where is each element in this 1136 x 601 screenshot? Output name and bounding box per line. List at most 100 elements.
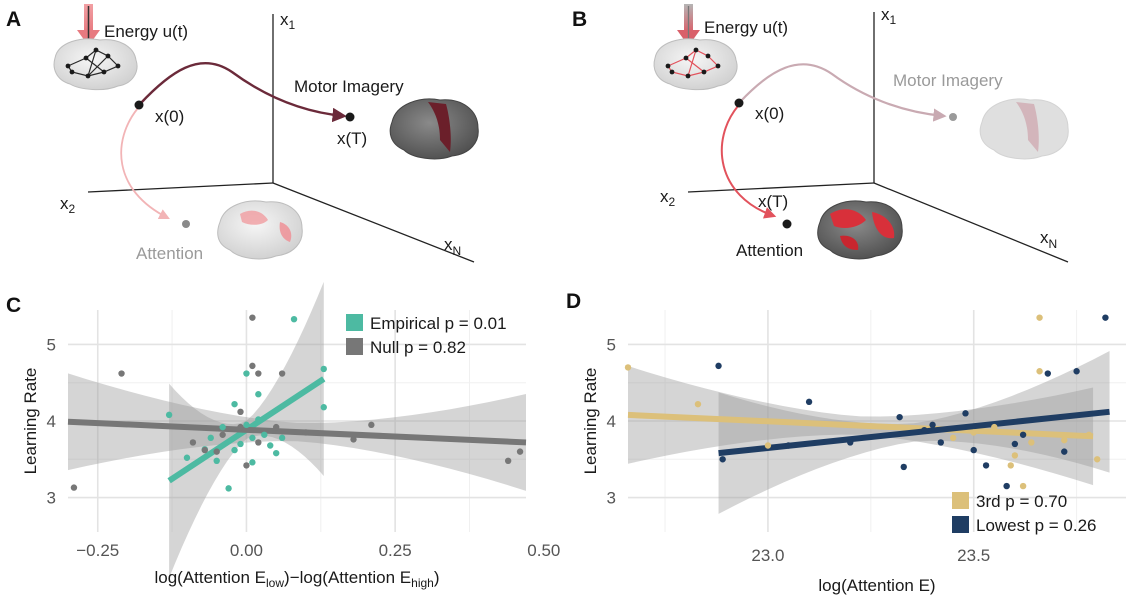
data-point [847,439,854,446]
motor-brain-icon-b [979,98,1069,160]
data-point [237,440,244,448]
gridlines [68,310,526,532]
x-tick-label: 0.50 [527,541,560,560]
data-point [1102,314,1109,321]
motor-imagery-label-b: Motor Imagery [893,71,1003,90]
data-point [320,365,327,373]
data-point [1036,368,1043,375]
legend-label: Null p = 0.82 [370,338,466,357]
y-tick-label: 5 [607,335,616,354]
y-tick-label: 5 [47,335,56,354]
data-point [1011,452,1019,459]
chart-d: 3 4 5 23.0 23.5 Learning Rate log(Attention E)… [581,310,1126,595]
panel-c: C 3 4 5 −0.25 0.00 0.25 0.50 Learning Rate log(A… [6,281,560,590]
data-point [189,439,197,446]
x-tick-label: 0.00 [230,541,263,560]
data-point [719,456,726,463]
data-point [1093,456,1101,463]
target-state-point [345,112,355,122]
attention-label: Attention [136,244,203,263]
attention-state-point [182,220,190,228]
data-point [1044,370,1052,377]
data-point [255,391,262,398]
axis-x2-label-b: x2 [660,187,676,209]
motor-trajectory [139,61,347,123]
data-point [249,362,256,370]
energy-label: Energy u(t) [104,22,188,41]
data-point [949,434,957,442]
data-point [249,314,256,321]
x0-label: x(0) [155,107,184,126]
data-point [1003,482,1010,490]
attention-brain-icon [217,200,303,260]
data-point [278,370,286,377]
data-point [243,462,250,469]
x-axis-title-part: low [266,576,284,590]
data-point [516,448,524,455]
data-point [1011,440,1019,448]
data-point [231,400,238,408]
x0-label-b: x(0) [755,104,784,123]
data-point [991,423,998,431]
legend: Empirical p = 0.01 Null p = 0.82 [346,314,507,357]
data-point [982,462,990,469]
data-point [970,429,977,436]
data-point [921,426,928,434]
data-point [249,434,256,442]
motor-state-point-b [949,113,957,121]
legend-swatch [952,492,969,509]
data-point [937,439,944,446]
data-point [118,370,125,377]
legend: 3rd p = 0.70 Lowest p = 0.26 [952,492,1097,535]
x-tick-label: 0.25 [379,541,412,560]
data-point [970,446,977,454]
data-point [350,436,357,443]
data-point [207,434,214,442]
data-point [896,413,903,421]
y-tick-label: 4 [607,412,616,431]
panel-a: A x1 x2 xN Energy u(t) [6,4,479,263]
attention-label-b: Attention [736,241,803,260]
axis-x1-label-b: x1 [881,5,897,27]
data-point [225,485,232,492]
axis-x1-label: x1 [280,10,296,32]
data-point [278,434,286,442]
regression-line [718,408,1110,457]
data-point [694,400,702,408]
x-tick-label: 23.0 [751,546,784,565]
data-point [1007,462,1014,469]
legend-label: Lowest p = 0.26 [976,516,1097,535]
legend-swatch [346,314,363,331]
y-axis-title: Learning Rate [581,368,600,475]
x-tick-label: −0.25 [76,541,119,560]
panel-d: D 3 4 5 23.0 23.5 Learning Rate log(Attention … [566,290,1126,595]
data-point [255,416,262,423]
x-tick-label: 23.5 [957,546,990,565]
data-point [1019,431,1027,438]
data-point [504,457,512,465]
data-point [320,404,327,411]
panel-letter-a: A [6,8,21,31]
data-point [715,362,722,370]
data-point [624,364,632,371]
energy-label-b: Energy u(t) [704,18,788,37]
x-axis-title-part: )−log(Attention E [284,568,411,587]
start-state-point [134,100,144,110]
data-point [962,410,969,417]
panel-letter-b: B [572,8,587,31]
data-point [237,423,244,431]
data-point [213,448,220,455]
data-point [272,423,280,431]
data-point [213,457,220,465]
xt-label: x(T) [337,129,367,148]
data-point [368,421,375,429]
data-point [219,431,226,438]
data-point [237,408,244,416]
target-state-point-b [782,219,792,229]
start-state-point-b [734,98,744,108]
data-point [243,421,250,429]
xt-label-b: x(T) [758,192,788,211]
motor-brain-icon [389,98,479,160]
data-point [255,370,262,377]
brain-network-icon-b [653,38,738,91]
